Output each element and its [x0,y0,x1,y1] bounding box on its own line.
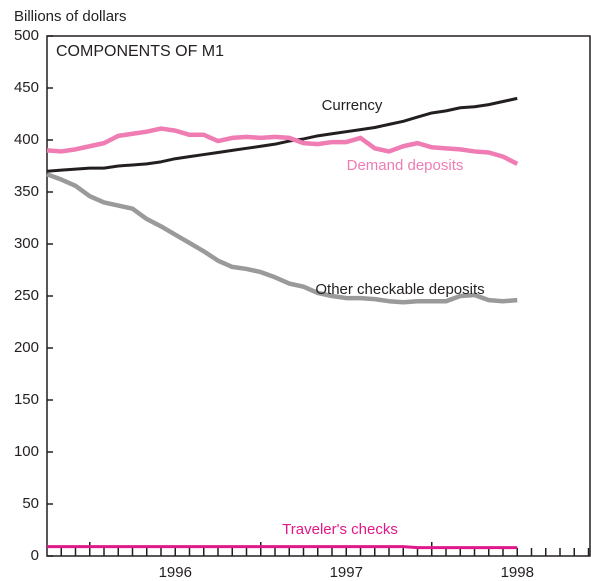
y-tick-label: 250 [14,287,39,304]
series-line [46,172,518,305]
y-tick-label: 450 [14,79,39,96]
series-label: Traveler's checks [282,521,398,538]
series-line [47,545,518,550]
y-tick-label: 200 [14,339,39,356]
y-tick-label: 100 [14,443,39,460]
series-label: Currency [322,97,383,114]
chart-title: COMPONENTS OF M1 [56,43,224,60]
y-axis-label: Billions of dollars [14,8,127,25]
x-tick-label: 1998 [501,564,534,581]
y-tick-label: 400 [14,131,39,148]
x-tick-label: 1997 [330,564,363,581]
y-tick-label: 50 [22,495,39,512]
y-tick-label: 500 [14,27,39,44]
series-label: Other checkable deposits [315,281,484,298]
y-tick-label: 350 [14,183,39,200]
y-tick-label: 0 [31,547,39,564]
series-line [46,126,519,166]
series-label: Demand deposits [347,157,464,174]
series-line [46,96,518,173]
y-tick-label: 150 [14,391,39,408]
y-tick-label: 300 [14,235,39,252]
x-tick-label: 1996 [159,564,192,581]
